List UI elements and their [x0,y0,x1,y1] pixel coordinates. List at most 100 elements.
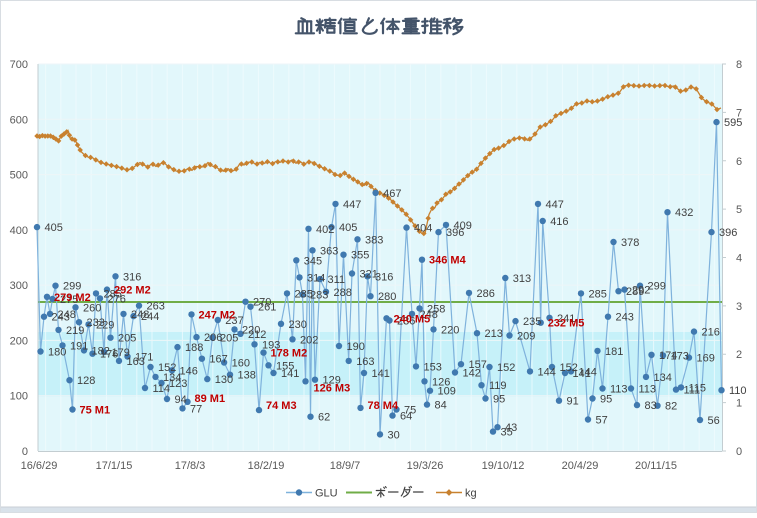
svg-text:8: 8 [736,59,742,71]
svg-text:314: 314 [307,272,325,284]
svg-text:180: 180 [48,347,66,359]
svg-text:16/6/29: 16/6/29 [21,460,58,472]
svg-text:235: 235 [523,316,541,328]
svg-text:500: 500 [10,170,28,182]
svg-text:191: 191 [70,340,88,352]
svg-text:313: 313 [513,273,531,285]
svg-text:173: 173 [671,350,689,362]
svg-text:163: 163 [356,356,374,368]
svg-text:283: 283 [310,290,328,302]
svg-text:110: 110 [729,385,747,397]
svg-text:316: 316 [375,271,393,283]
svg-text:115: 115 [689,382,707,394]
svg-text:243: 243 [616,312,634,324]
svg-text:447: 447 [546,199,564,211]
svg-text:248: 248 [58,309,76,321]
svg-text:138: 138 [238,370,256,382]
svg-text:171: 171 [135,352,153,364]
svg-text:300: 300 [10,280,28,292]
svg-text:467: 467 [383,188,401,200]
svg-text:280: 280 [378,291,396,303]
svg-text:43: 43 [505,422,517,434]
svg-text:95: 95 [493,394,505,406]
svg-text:134: 134 [654,372,672,384]
svg-text:405: 405 [339,222,357,234]
svg-text:75: 75 [404,405,416,417]
svg-text:416: 416 [550,216,568,228]
svg-text:447: 447 [343,199,361,211]
svg-text:128: 128 [77,375,95,387]
svg-text:119: 119 [489,380,507,392]
svg-text:263: 263 [147,301,165,313]
svg-text:213: 213 [485,328,503,340]
svg-text:20/4/29: 20/4/29 [562,460,599,472]
svg-text:4: 4 [736,253,742,265]
svg-text:209: 209 [517,331,535,343]
svg-text:292 M2: 292 M2 [114,285,151,297]
svg-text:56: 56 [708,415,720,427]
svg-text:GLU: GLU [315,488,338,500]
svg-text:220: 220 [441,324,459,336]
svg-text:205: 205 [220,333,238,345]
svg-text:311: 311 [328,274,346,286]
svg-text:279 M2: 279 M2 [54,292,91,304]
svg-text:402: 402 [316,224,334,236]
svg-text:18/2/19: 18/2/19 [248,460,285,472]
svg-text:346 M4: 346 M4 [429,255,467,267]
svg-text:202: 202 [300,334,318,346]
svg-text:75 M1: 75 M1 [80,405,111,417]
svg-text:404: 404 [414,223,432,235]
svg-text:232 M5: 232 M5 [548,318,585,330]
svg-text:153: 153 [424,361,442,373]
svg-text:316: 316 [123,271,141,283]
svg-text:100: 100 [10,391,28,403]
svg-text:78 M4: 78 M4 [368,400,399,412]
svg-text:89 M1: 89 M1 [195,393,226,405]
svg-text:600: 600 [10,114,28,126]
svg-text:113: 113 [639,384,657,396]
svg-text:126 M3: 126 M3 [314,382,351,394]
svg-text:160: 160 [232,358,250,370]
svg-text:216: 216 [702,327,720,339]
svg-text:20/11/15: 20/11/15 [635,460,677,472]
svg-text:3: 3 [736,301,742,313]
svg-text:405: 405 [45,222,63,234]
svg-text:kg: kg [465,488,477,500]
svg-text:261: 261 [258,302,276,314]
svg-text:700: 700 [10,59,28,71]
svg-text:2: 2 [736,349,742,361]
svg-text:383: 383 [365,234,383,246]
svg-text:1: 1 [736,398,742,410]
svg-text:363: 363 [320,245,338,257]
svg-text:200: 200 [10,335,28,347]
svg-text:244: 244 [141,311,159,323]
svg-text:188: 188 [185,342,203,354]
svg-text:169: 169 [697,353,715,365]
svg-text:30: 30 [388,429,400,441]
svg-text:400: 400 [10,225,28,237]
svg-text:84: 84 [435,400,447,412]
svg-text:6: 6 [736,156,742,168]
svg-text:5: 5 [736,204,742,216]
svg-text:82: 82 [665,401,677,413]
svg-text:178 M2: 178 M2 [271,348,308,360]
svg-text:7: 7 [736,107,742,119]
svg-text:260: 260 [83,302,101,314]
svg-text:167: 167 [209,354,227,366]
svg-text:109: 109 [438,386,456,398]
svg-text:146: 146 [180,365,198,377]
svg-text:83: 83 [645,400,657,412]
svg-text:229: 229 [96,319,114,331]
svg-text:190: 190 [347,341,365,353]
svg-text:432: 432 [675,207,693,219]
svg-text:230: 230 [289,319,307,331]
svg-text:19/10/12: 19/10/12 [482,460,525,472]
svg-text:144: 144 [579,366,597,378]
svg-text:247 M2: 247 M2 [199,309,236,321]
svg-text:141: 141 [372,368,390,380]
svg-text:123: 123 [169,378,187,390]
svg-text:19/3/26: 19/3/26 [407,460,444,472]
svg-text:18/9/7: 18/9/7 [330,460,361,472]
svg-text:113: 113 [610,384,628,396]
svg-text:219: 219 [66,325,84,337]
